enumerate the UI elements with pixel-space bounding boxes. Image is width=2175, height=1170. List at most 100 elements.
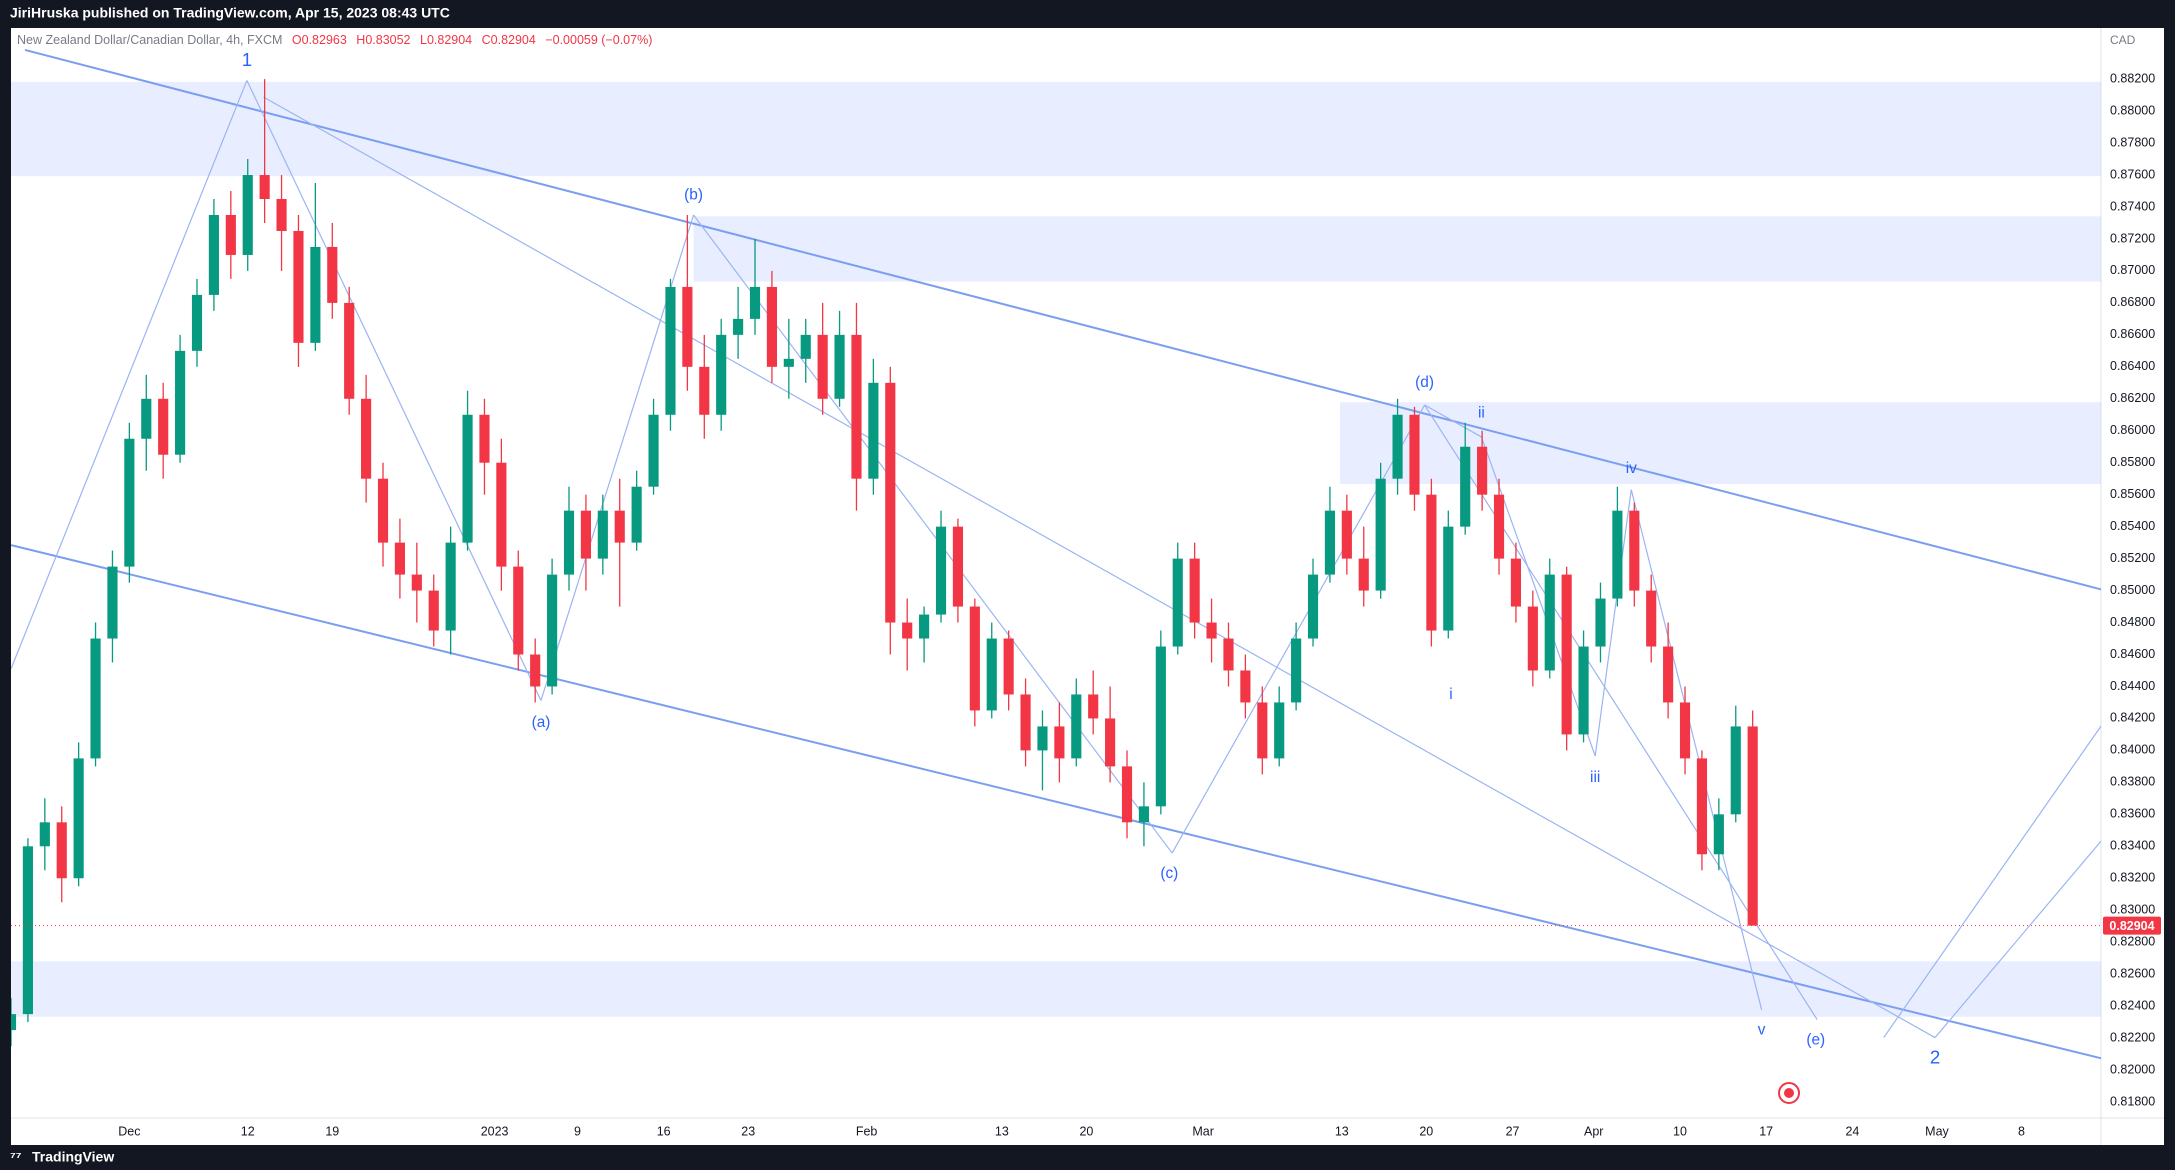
candle-body: [310, 246, 321, 343]
legend-low: L0.82904: [420, 33, 472, 47]
y-tick-label: 0.82600: [2110, 966, 2155, 980]
candle-body: [1375, 478, 1386, 591]
candle-body: [1054, 726, 1065, 759]
x-tick-label: 8: [2018, 1124, 2025, 1138]
candle-body: [1629, 510, 1640, 591]
candle-body: [1392, 414, 1403, 479]
candle-body: [175, 350, 186, 455]
wave-label: (c): [1160, 865, 1178, 882]
candle-body: [1747, 726, 1758, 926]
candle-body: [56, 822, 67, 879]
candle-body: [868, 382, 879, 479]
y-tick-label: 0.87600: [2110, 167, 2155, 181]
candle-body: [547, 574, 558, 687]
candle-body: [361, 398, 372, 479]
candle-body: [124, 438, 135, 567]
y-tick-label: 0.86000: [2110, 423, 2155, 437]
candle-body: [716, 334, 727, 415]
y-tick-label: 0.82400: [2110, 998, 2155, 1012]
wave-line: [1424, 404, 1482, 438]
y-tick-label: 0.84000: [2110, 743, 2155, 757]
candle-body: [1595, 598, 1606, 647]
candle-body: [1477, 446, 1488, 495]
currency: CAD: [2110, 33, 2136, 47]
x-tick-label: Mar: [1192, 1124, 1214, 1138]
y-tick-label: 0.85800: [2110, 455, 2155, 469]
zone: [11, 81, 2101, 177]
y-tick-label: 0.87200: [2110, 231, 2155, 245]
wave-line: [1630, 489, 1763, 1010]
legend-change: −0.00059 (−0.07%): [545, 33, 652, 47]
y-tick-label: 0.86600: [2110, 327, 2155, 341]
x-tick-label: 13: [1335, 1124, 1349, 1138]
candle-body: [1138, 806, 1150, 823]
x-tick-label: 27: [1506, 1124, 1520, 1138]
zone: [11, 961, 2101, 1017]
zones: [11, 81, 2101, 1017]
y-tick-label: 0.87400: [2110, 199, 2155, 213]
candle-body: [935, 526, 947, 615]
y-tick-label: 0.83800: [2110, 775, 2155, 789]
candle-body: [631, 486, 642, 543]
legend: New Zealand Dollar/Canadian Dollar, 4h, …: [17, 33, 652, 47]
candle-body: [969, 606, 980, 711]
channel-line: [24, 48, 2101, 591]
candle-body: [276, 199, 287, 231]
wave-line: [1934, 840, 2101, 1038]
x-tick-label: 17: [1759, 1124, 1773, 1138]
candle-body: [766, 286, 777, 367]
x-tick-label: Dec: [118, 1124, 140, 1138]
y-tick-label: 0.88200: [2110, 71, 2155, 85]
x-tick-label: 10: [1673, 1124, 1687, 1138]
candle-body: [191, 294, 203, 351]
candle-body: [834, 334, 845, 399]
y-tick-label: 0.88000: [2110, 103, 2155, 117]
candle-body: [1206, 622, 1217, 639]
candle-body: [1510, 558, 1522, 607]
candle-body: [1307, 574, 1319, 639]
candle-body: [885, 382, 896, 623]
candle-body: [1663, 646, 1674, 703]
x-tick-label: Apr: [1584, 1124, 1603, 1138]
candle-body: [1612, 510, 1623, 599]
candle-body: [665, 286, 676, 415]
x-tick-label: 13: [995, 1124, 1009, 1138]
event-icon-dot: [1784, 1088, 1794, 1098]
candle-body: [1713, 814, 1724, 855]
candle-body: [1527, 606, 1538, 671]
candle-body: [1189, 558, 1200, 623]
candle-body: [344, 302, 355, 399]
y-tick-label: 0.83600: [2110, 807, 2155, 821]
zone: [1339, 402, 2101, 485]
candle-body: [1003, 638, 1014, 695]
candle-body: [428, 590, 439, 631]
y-tick-label: 0.82800: [2110, 934, 2155, 948]
candle-body: [1409, 414, 1420, 495]
candle-body: [1223, 638, 1234, 671]
candle-body: [682, 286, 693, 367]
candle-body: [919, 614, 930, 639]
candle-body: [1646, 590, 1657, 647]
x-tick-label: 16: [657, 1124, 671, 1138]
brand: TradingView: [32, 1149, 114, 1165]
y-tick-label: 0.86400: [2110, 359, 2155, 373]
channel-line: [11, 544, 2101, 1060]
candle-body: [1020, 694, 1031, 751]
candle-body: [1561, 574, 1572, 735]
symbol-title: New Zealand Dollar/Canadian Dollar, 4h, …: [17, 33, 282, 47]
wave-line: [11, 80, 248, 669]
x-tick-label: 20: [1079, 1124, 1093, 1138]
candle-body: [225, 214, 236, 255]
candle-body: [902, 622, 913, 639]
y-tick-label: 0.83400: [2110, 839, 2155, 853]
candle-body: [563, 510, 575, 575]
candle-body: [445, 542, 456, 631]
candle-body: [39, 822, 50, 847]
candle-body: [1088, 694, 1099, 719]
candle-body: [208, 214, 219, 295]
candle-body: [1679, 702, 1691, 759]
candles: [11, 79, 2101, 1047]
y-tick-label: 0.84600: [2110, 647, 2155, 661]
y-tick-label: 0.81800: [2110, 1094, 2155, 1108]
